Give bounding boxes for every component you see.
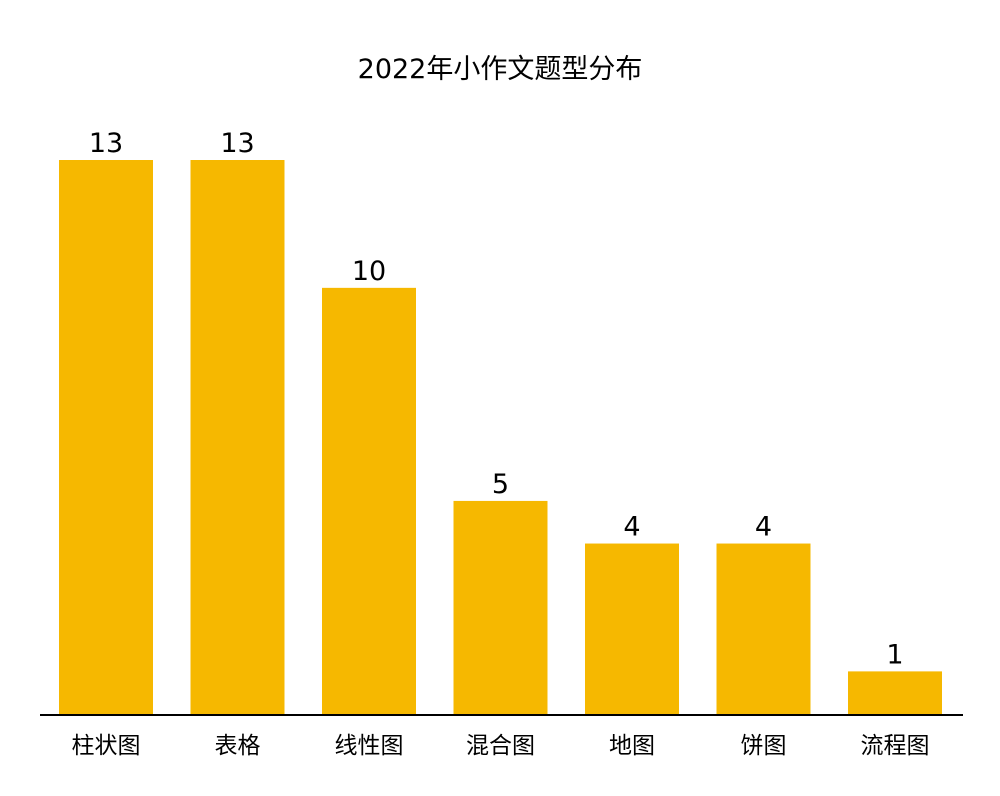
x-tick-label-4: 地图 [609, 733, 655, 759]
x-tick-label-0: 柱状图 [72, 733, 141, 759]
data-label-2: 10 [352, 256, 386, 287]
x-tick-label-2: 线性图 [335, 733, 404, 759]
bar-2 [322, 287, 416, 714]
data-label-1: 13 [220, 128, 254, 159]
data-label-5: 4 [755, 512, 772, 543]
bar-5 [716, 543, 811, 714]
data-label-6: 1 [886, 639, 903, 670]
bar-0 [59, 160, 153, 714]
chart-title: 2022年小作文题型分布 [357, 54, 643, 85]
x-tick-label-6: 流程图 [861, 733, 930, 759]
x-tick-label-3: 混合图 [466, 733, 535, 759]
data-label-4: 4 [623, 512, 640, 543]
data-label-0: 13 [89, 128, 123, 159]
x-tick-label-1: 表格 [215, 733, 261, 759]
x-tick-label-5: 饼图 [741, 733, 787, 759]
bar-4 [585, 543, 679, 714]
bar-1 [190, 160, 285, 714]
data-label-3: 5 [492, 469, 509, 500]
bar-3 [453, 500, 548, 714]
bar-6 [848, 671, 942, 714]
